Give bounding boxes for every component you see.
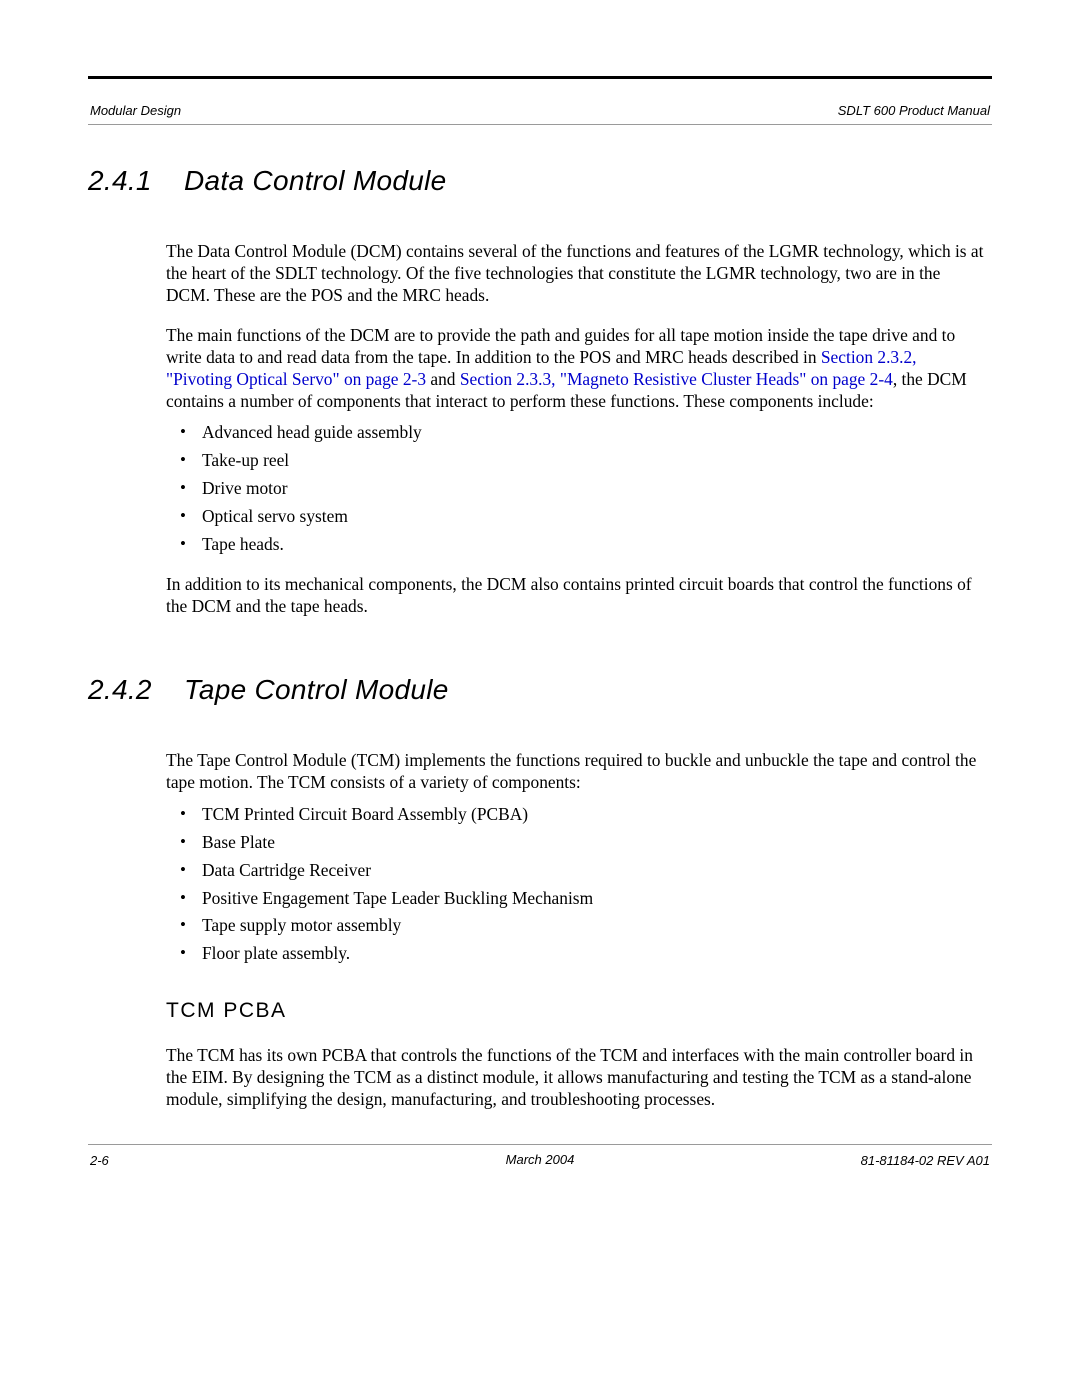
paragraph: The Tape Control Module (TCM) implements… (166, 750, 986, 794)
text-run: and (426, 369, 460, 389)
section-241-body: The Data Control Module (DCM) contains s… (166, 241, 986, 618)
list-item: Base Plate (166, 832, 986, 854)
list-item: Positive Engagement Tape Leader Buckling… (166, 888, 986, 910)
section-heading-241: 2.4.1 Data Control Module (88, 165, 992, 197)
list-item: Advanced head guide assembly (166, 422, 986, 444)
paragraph: The main functions of the DCM are to pro… (166, 325, 986, 413)
section-242-body: The Tape Control Module (TCM) implements… (166, 750, 986, 965)
dcm-component-list: Advanced head guide assembly Take-up ree… (166, 422, 986, 556)
tcm-component-list: TCM Printed Circuit Board Assembly (PCBA… (166, 804, 986, 966)
list-item: Tape supply motor assembly (166, 915, 986, 937)
xref-link-mrc[interactable]: Section 2.3.3, "Magneto Resistive Cluste… (460, 369, 893, 389)
tcm-pcba-body: The TCM has its own PCBA that controls t… (166, 1045, 986, 1111)
list-item: Floor plate assembly. (166, 943, 986, 965)
section-title: Data Control Module (184, 165, 447, 197)
section-number: 2.4.2 (88, 674, 184, 706)
page-body: Modular Design SDLT 600 Product Manual 2… (88, 76, 992, 1129)
header-rule (88, 124, 992, 125)
paragraph: In addition to its mechanical components… (166, 574, 986, 618)
section-heading-242: 2.4.2 Tape Control Module (88, 674, 992, 706)
top-rule (88, 76, 992, 79)
footer-center: March 2004 (88, 1152, 992, 1167)
section-title: Tape Control Module (184, 674, 449, 706)
page-footer: March 2004 2-6 81-81184-02 REV A01 (88, 1144, 992, 1168)
header-right: SDLT 600 Product Manual (838, 103, 990, 118)
list-item: Data Cartridge Receiver (166, 860, 986, 882)
list-item: Tape heads. (166, 534, 986, 556)
list-item: Optical servo system (166, 506, 986, 528)
section-number: 2.4.1 (88, 165, 184, 197)
list-item: Take-up reel (166, 450, 986, 472)
paragraph: The TCM has its own PCBA that controls t… (166, 1045, 986, 1111)
content: 2.4.1 Data Control Module The Data Contr… (88, 165, 992, 1111)
subsection-heading-tcm-pcba: TCM PCBA (166, 999, 992, 1023)
header-left: Modular Design (90, 103, 181, 118)
paragraph: The Data Control Module (DCM) contains s… (166, 241, 986, 307)
list-item: TCM Printed Circuit Board Assembly (PCBA… (166, 804, 986, 826)
list-item: Drive motor (166, 478, 986, 500)
running-header: Modular Design SDLT 600 Product Manual (88, 103, 992, 124)
